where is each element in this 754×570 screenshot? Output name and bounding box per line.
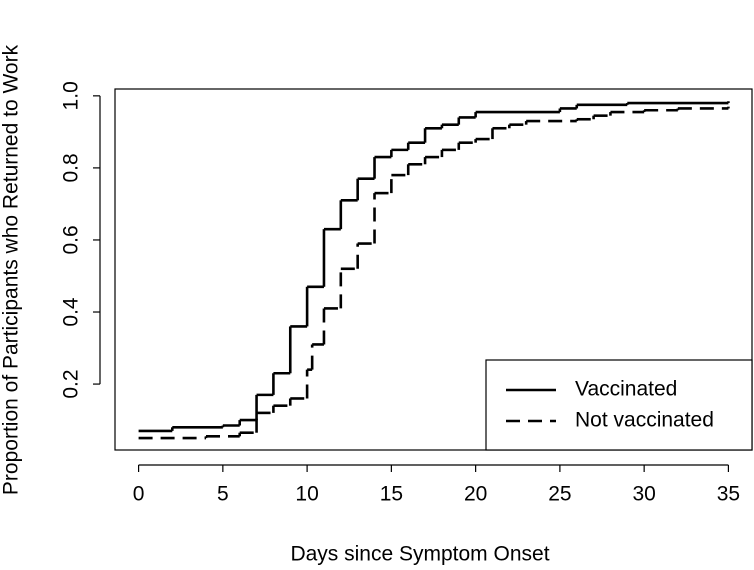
x-tick-label: 10 (295, 483, 318, 506)
x-tick-label: 25 (548, 483, 571, 506)
legend-label: Not vaccinated (575, 409, 714, 432)
x-tick-label: 15 (380, 483, 403, 506)
y-tick-label: 0.2 (60, 369, 83, 398)
y-tick-label: 0.4 (60, 297, 83, 327)
plot-frame (114, 88, 753, 451)
y-tick-label: 0.6 (60, 225, 83, 254)
x-tick-label: 5 (217, 483, 229, 506)
legend-box (485, 359, 753, 451)
x-tick-label: 0 (133, 483, 145, 506)
x-axis-label: Days since Symptom Onset (290, 543, 549, 566)
x-tick-label: 35 (717, 483, 740, 506)
x-tick-label: 30 (632, 483, 655, 506)
y-axis-label: Proportion of Participants who Returned … (0, 44, 23, 495)
y-tick-label: 1.0 (60, 81, 83, 110)
y-tick-label: 0.8 (60, 153, 83, 182)
legend-label: Vaccinated (575, 378, 677, 401)
x-tick-label: 20 (464, 483, 487, 506)
